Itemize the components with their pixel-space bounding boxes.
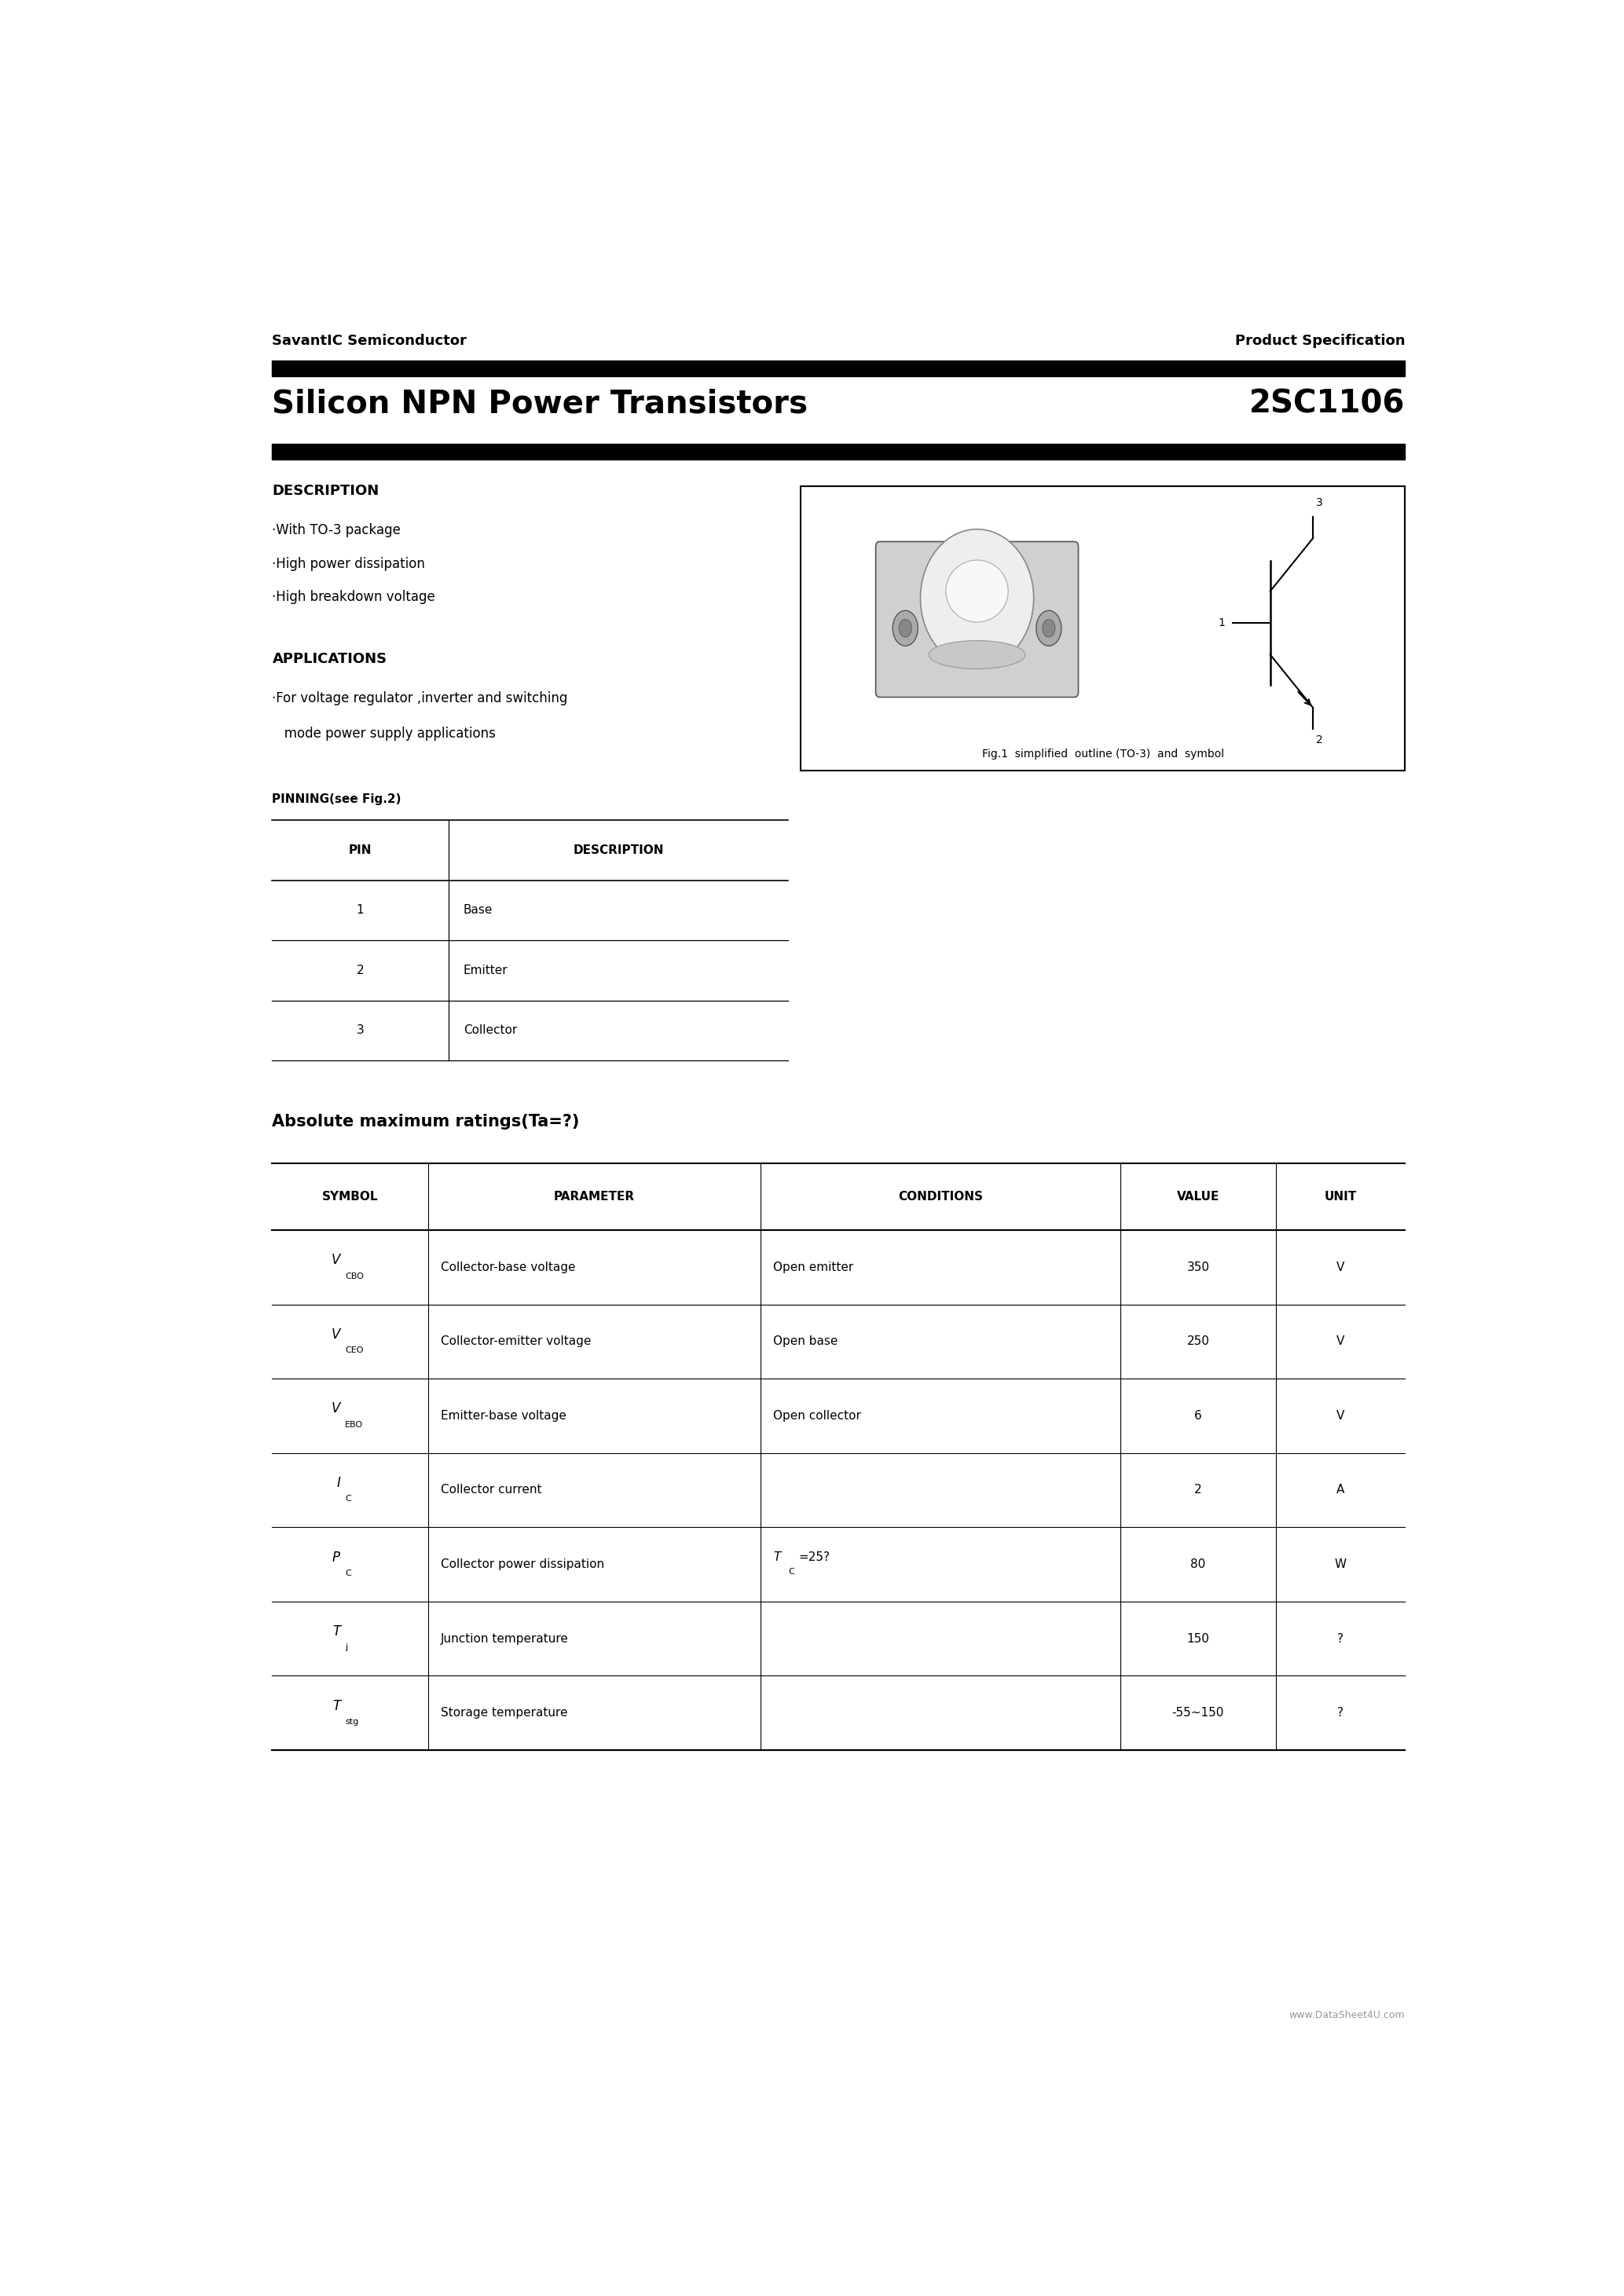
Text: =25?: =25? <box>799 1552 830 1564</box>
Text: 3: 3 <box>1315 496 1324 507</box>
Text: 350: 350 <box>1187 1261 1210 1274</box>
Text: mode power supply applications: mode power supply applications <box>273 726 495 742</box>
Text: C: C <box>788 1568 794 1575</box>
Text: CONDITIONS: CONDITIONS <box>898 1192 983 1203</box>
Text: PIN: PIN <box>349 845 372 856</box>
Text: Collector power dissipation: Collector power dissipation <box>440 1559 604 1570</box>
Text: j: j <box>346 1644 348 1651</box>
Text: Product Specification: Product Specification <box>1234 333 1405 349</box>
Text: CEO: CEO <box>346 1345 364 1355</box>
Text: P: P <box>333 1550 339 1564</box>
Text: T: T <box>773 1552 781 1564</box>
Text: Silicon NPN Power Transistors: Silicon NPN Power Transistors <box>273 388 809 420</box>
Text: ·High power dissipation: ·High power dissipation <box>273 556 425 572</box>
Text: Collector current: Collector current <box>440 1483 542 1497</box>
Text: Storage temperature: Storage temperature <box>440 1706 568 1720</box>
Text: SYMBOL: SYMBOL <box>322 1192 378 1203</box>
Text: V: V <box>1337 1336 1345 1348</box>
Text: 6: 6 <box>1194 1410 1202 1421</box>
Bar <box>273 443 1405 459</box>
Circle shape <box>900 620 911 636</box>
Ellipse shape <box>921 528 1033 668</box>
Text: C: C <box>346 1568 351 1577</box>
Text: Open collector: Open collector <box>773 1410 861 1421</box>
Ellipse shape <box>929 641 1025 668</box>
Bar <box>273 360 1405 377</box>
Text: DESCRIPTION: DESCRIPTION <box>273 484 380 498</box>
Text: PARAMETER: PARAMETER <box>554 1192 635 1203</box>
Text: PINNING(see Fig.2): PINNING(see Fig.2) <box>273 794 401 806</box>
Text: ?: ? <box>1338 1706 1343 1720</box>
Text: www.DataSheet4U.com: www.DataSheet4U.com <box>1289 2011 1405 2020</box>
Text: 3: 3 <box>357 1024 364 1035</box>
Text: -55~150: -55~150 <box>1173 1706 1224 1720</box>
Text: I: I <box>336 1476 339 1490</box>
Text: A: A <box>1337 1483 1345 1497</box>
Text: APPLICATIONS: APPLICATIONS <box>273 652 387 666</box>
Text: ·High breakdown voltage: ·High breakdown voltage <box>273 590 435 604</box>
Text: EBO: EBO <box>346 1421 364 1428</box>
Text: 80: 80 <box>1190 1559 1205 1570</box>
Text: ?: ? <box>1338 1632 1343 1644</box>
Text: 2: 2 <box>1315 735 1324 746</box>
Text: Collector-emitter voltage: Collector-emitter voltage <box>440 1336 591 1348</box>
Circle shape <box>1036 611 1062 645</box>
Text: 1: 1 <box>1218 618 1224 629</box>
Text: 1: 1 <box>357 905 364 916</box>
Text: Base: Base <box>463 905 494 916</box>
Text: ·With TO-3 package: ·With TO-3 package <box>273 523 401 537</box>
Text: W: W <box>1335 1559 1346 1570</box>
Text: VALUE: VALUE <box>1177 1192 1220 1203</box>
Text: Open emitter: Open emitter <box>773 1261 854 1274</box>
Text: V: V <box>1337 1410 1345 1421</box>
Text: 150: 150 <box>1187 1632 1210 1644</box>
Text: DESCRIPTION: DESCRIPTION <box>573 845 664 856</box>
Text: Absolute maximum ratings(Ta=?): Absolute maximum ratings(Ta=?) <box>273 1114 580 1130</box>
Text: Fig.1  simplified  outline (TO-3)  and  symbol: Fig.1 simplified outline (TO-3) and symb… <box>983 748 1224 760</box>
Circle shape <box>1043 620 1056 636</box>
Text: T: T <box>333 1699 339 1713</box>
Text: 250: 250 <box>1187 1336 1210 1348</box>
Text: CBO: CBO <box>346 1272 364 1281</box>
Text: V: V <box>331 1401 339 1417</box>
Text: UNIT: UNIT <box>1324 1192 1356 1203</box>
Text: SavantIC Semiconductor: SavantIC Semiconductor <box>273 333 468 349</box>
Text: 2: 2 <box>357 964 364 976</box>
Text: 2: 2 <box>1194 1483 1202 1497</box>
Ellipse shape <box>945 560 1009 622</box>
Text: V: V <box>331 1327 339 1341</box>
Text: Open base: Open base <box>773 1336 838 1348</box>
Text: Emitter: Emitter <box>463 964 508 976</box>
Text: stg: stg <box>346 1717 359 1727</box>
Text: Junction temperature: Junction temperature <box>440 1632 568 1644</box>
Circle shape <box>893 611 918 645</box>
Text: T: T <box>333 1626 339 1639</box>
Text: Collector: Collector <box>463 1024 516 1035</box>
FancyBboxPatch shape <box>875 542 1078 698</box>
Text: Collector-base voltage: Collector-base voltage <box>440 1261 575 1274</box>
Text: 2SC1106: 2SC1106 <box>1249 388 1405 420</box>
Text: V: V <box>331 1254 339 1267</box>
Text: Emitter-base voltage: Emitter-base voltage <box>440 1410 567 1421</box>
Text: V: V <box>1337 1261 1345 1274</box>
Text: C: C <box>346 1495 351 1504</box>
Bar <box>801 487 1405 771</box>
Text: ·For voltage regulator ,inverter and switching: ·For voltage regulator ,inverter and swi… <box>273 691 568 705</box>
